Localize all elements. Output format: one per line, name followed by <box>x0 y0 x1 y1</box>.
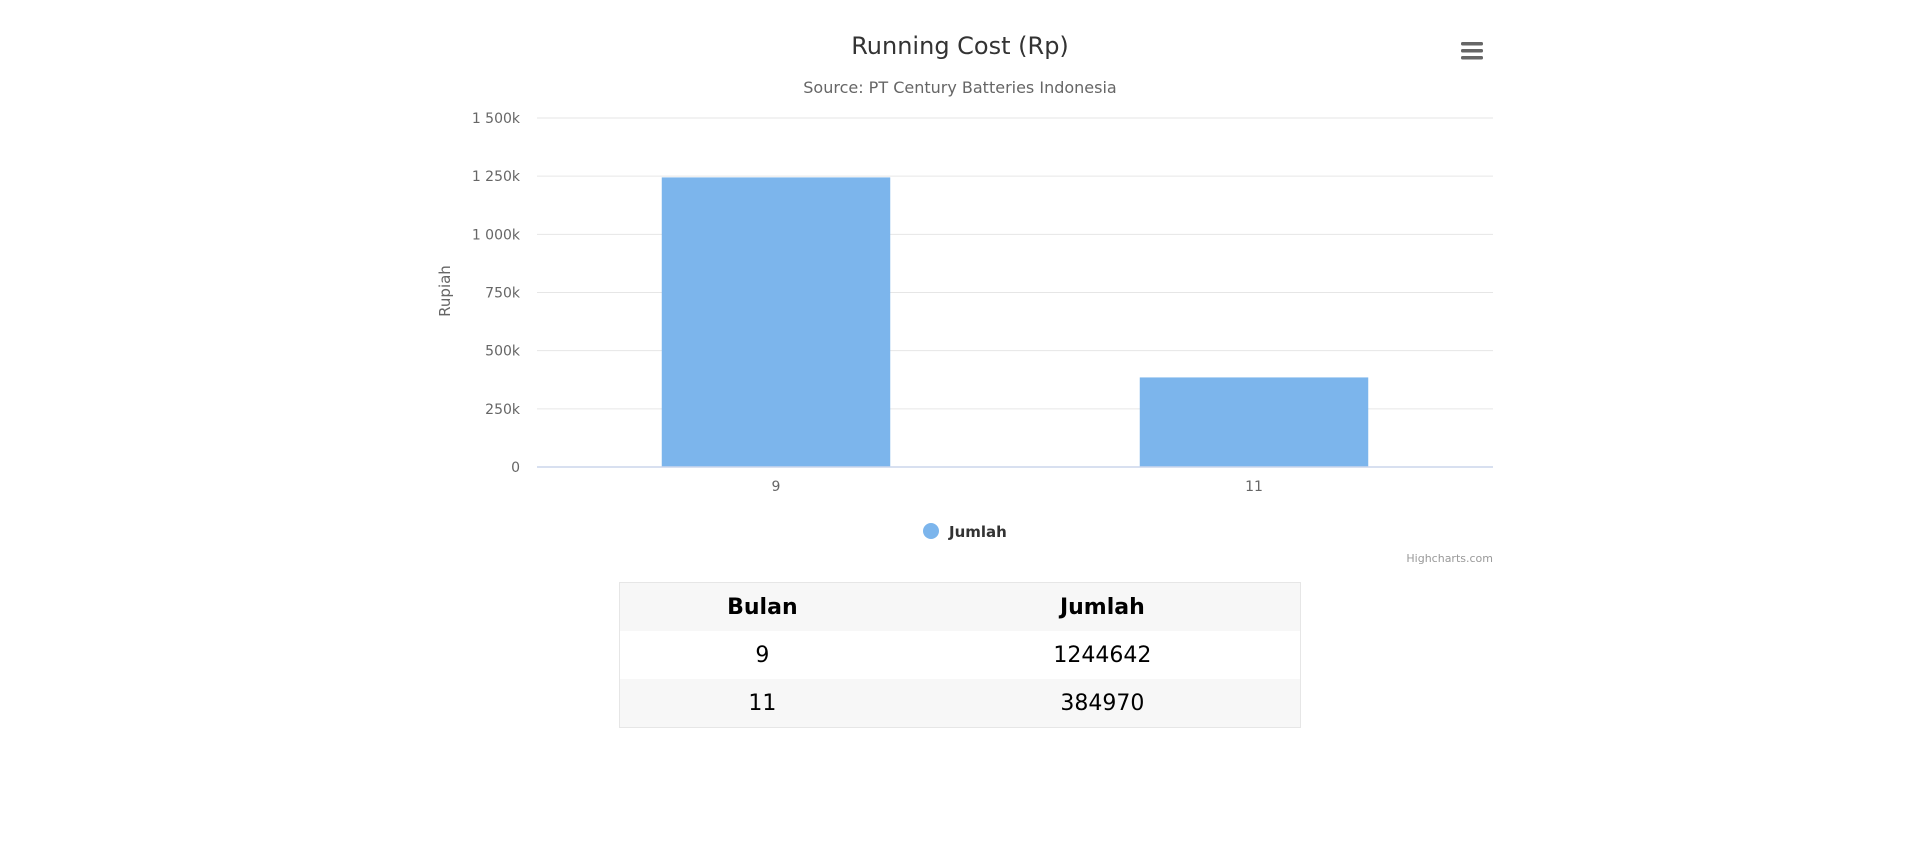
table-header-row: Bulan Jumlah <box>619 582 1301 631</box>
chart-credits[interactable]: Highcharts.com <box>1406 552 1493 565</box>
table-row: 9 1244642 <box>619 631 1301 679</box>
table-cell-jumlah: 1244642 <box>1053 642 1152 668</box>
bar-9[interactable] <box>661 177 891 467</box>
y-tick-label: 1 500k <box>472 111 521 127</box>
x-tick-label: 11 <box>1245 479 1263 495</box>
y-tick-label: 250k <box>485 402 521 418</box>
y-axis-ticks: 0 250k 500k 750k 1 000k 1 250k 1 500k <box>472 111 521 476</box>
legend-symbol[interactable] <box>923 523 939 539</box>
table-cell-bulan: 11 <box>748 690 777 716</box>
y-tick-label: 500k <box>485 344 521 360</box>
y-tick-label: 1 000k <box>472 227 521 243</box>
bar-11[interactable] <box>1139 377 1369 467</box>
chart-title: Running Cost (Rp) <box>851 32 1069 60</box>
y-axis-title: Rupiah <box>436 265 454 317</box>
legend-item-jumlah[interactable]: Jumlah <box>923 523 1007 541</box>
table-cell-jumlah: 384970 <box>1060 690 1145 716</box>
table-header-jumlah: Jumlah <box>904 582 1301 631</box>
x-axis-ticks: 9 11 <box>772 479 1263 495</box>
y-tick-label: 750k <box>485 286 521 302</box>
y-tick-label: 0 <box>511 460 520 476</box>
bars <box>661 177 1369 467</box>
legend-label[interactable]: Jumlah <box>948 523 1007 541</box>
chart-menu-button[interactable] <box>1455 36 1489 64</box>
table-cell-bulan: 9 <box>755 642 770 668</box>
chart-svg: Running Cost (Rp) Source: PT Century Bat… <box>430 0 1500 574</box>
chart-background <box>430 0 1500 574</box>
table-header-bulan: Bulan <box>619 582 905 631</box>
y-tick-label: 1 250k <box>472 169 521 185</box>
chart-subtitle: Source: PT Century Batteries Indonesia <box>803 78 1116 97</box>
hamburger-menu-icon[interactable] <box>1461 42 1483 60</box>
data-table: Bulan Jumlah 9 1244642 11 384970 <box>619 582 1301 728</box>
table-row: 11 384970 <box>619 679 1301 728</box>
x-tick-label: 9 <box>772 479 781 495</box>
chart-container: Running Cost (Rp) Source: PT Century Bat… <box>430 0 1500 574</box>
